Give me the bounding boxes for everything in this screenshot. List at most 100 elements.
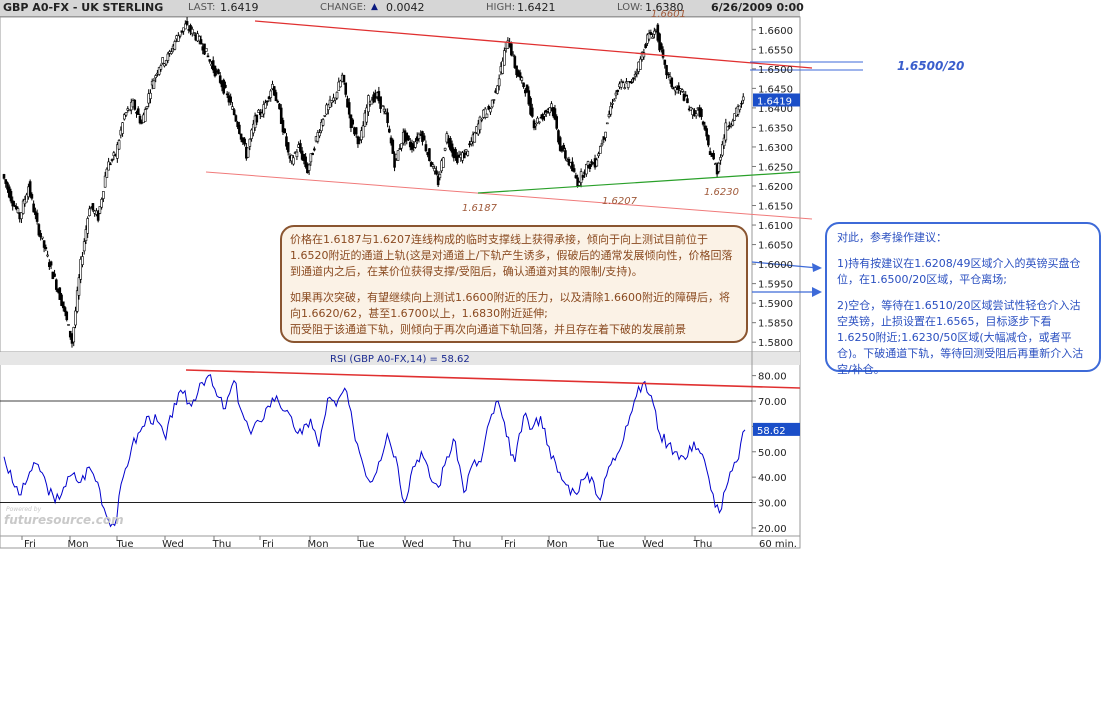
candle-body bbox=[534, 123, 538, 127]
candle-body bbox=[677, 85, 681, 90]
candle-body bbox=[497, 78, 501, 87]
candle-body bbox=[58, 287, 62, 300]
candle-body bbox=[75, 290, 79, 312]
candle-body bbox=[74, 310, 77, 326]
candle-body bbox=[32, 203, 35, 213]
candle-body bbox=[619, 81, 623, 88]
candle-body bbox=[417, 133, 421, 139]
time-label: Mon bbox=[67, 539, 88, 550]
candle-body bbox=[686, 98, 689, 104]
candle-body bbox=[605, 122, 609, 125]
candle-body bbox=[450, 143, 454, 153]
candle-body bbox=[339, 80, 342, 88]
candle-body bbox=[675, 89, 679, 94]
watermark-prefix: Powered by bbox=[6, 506, 42, 513]
candle-body bbox=[503, 50, 506, 66]
candle-body bbox=[124, 112, 128, 116]
candle-body bbox=[321, 119, 325, 126]
candle-body bbox=[684, 94, 688, 97]
candle-body bbox=[612, 99, 616, 102]
candle-body bbox=[701, 121, 705, 125]
advice-title: 对此，参考操作建议： bbox=[837, 231, 947, 244]
candle-body bbox=[572, 168, 576, 172]
candle-body bbox=[86, 218, 89, 234]
candle-body bbox=[553, 108, 557, 120]
candle-body bbox=[269, 90, 273, 98]
rsi-title: RSI (GBP A0-FX,14) = 58.62 bbox=[330, 354, 470, 365]
candle-body bbox=[560, 148, 564, 152]
candle-body bbox=[621, 81, 625, 84]
candle-body bbox=[693, 110, 696, 117]
candle-body bbox=[586, 161, 590, 166]
candle-body bbox=[180, 30, 184, 33]
candle-body bbox=[166, 53, 170, 61]
price-tick-label: 1.5900 bbox=[758, 299, 793, 310]
candle-body bbox=[206, 55, 210, 58]
candle-body bbox=[443, 147, 447, 151]
candle-body bbox=[67, 324, 70, 326]
candle-body bbox=[398, 148, 402, 150]
last-price-label: 1.6419 bbox=[757, 96, 792, 107]
time-label: Thu bbox=[212, 539, 232, 550]
futuresource-logo: Powered by futuresource.com bbox=[4, 506, 124, 527]
candle-body bbox=[705, 128, 708, 137]
candle-body bbox=[229, 96, 232, 103]
candle-body bbox=[208, 59, 212, 62]
candle-body bbox=[522, 82, 525, 88]
time-label: Tue bbox=[115, 539, 133, 550]
candle-body bbox=[328, 99, 332, 108]
price-tick-label: 1.6050 bbox=[758, 241, 793, 252]
candle-body bbox=[651, 36, 654, 39]
price-tick-label: 1.5950 bbox=[758, 280, 793, 291]
rsi-tick-label: 80.00 bbox=[758, 372, 787, 383]
candle-body bbox=[537, 121, 541, 124]
candle-body bbox=[61, 301, 65, 309]
time-label: Mon bbox=[546, 539, 567, 550]
candle-body bbox=[492, 99, 496, 101]
price-tick-label: 1.6150 bbox=[758, 202, 793, 213]
candle-body bbox=[454, 149, 457, 158]
candle-body bbox=[136, 108, 140, 115]
chart-datetime: 6/26/2009 0:00 bbox=[711, 1, 804, 14]
time-label: Tue bbox=[356, 539, 374, 550]
chart-frame bbox=[0, 16, 801, 549]
candle-body bbox=[707, 135, 710, 146]
price-tick-label: 1.6000 bbox=[758, 260, 793, 271]
time-label: Fri bbox=[504, 539, 516, 550]
candle-body bbox=[682, 93, 686, 101]
candle-body bbox=[462, 152, 466, 159]
candle-body bbox=[673, 87, 677, 92]
candle-body bbox=[680, 89, 684, 92]
candle-body bbox=[436, 175, 440, 186]
candle-body bbox=[726, 126, 729, 131]
candle-body bbox=[525, 84, 529, 93]
candle-body bbox=[354, 127, 358, 135]
candle-body bbox=[292, 157, 295, 165]
candle-body bbox=[388, 128, 391, 133]
candle-body bbox=[574, 175, 578, 179]
candle-body bbox=[642, 52, 646, 58]
candle-body bbox=[232, 109, 236, 116]
last-value: 1.6419 bbox=[220, 1, 259, 14]
candle-body bbox=[632, 77, 635, 80]
candle-body bbox=[571, 161, 574, 172]
candle-body bbox=[468, 143, 471, 146]
time-label: Wed bbox=[162, 539, 184, 550]
rsi-last-box bbox=[753, 422, 800, 436]
candle-body bbox=[607, 114, 611, 118]
candle-body bbox=[557, 130, 560, 143]
candle-body bbox=[53, 273, 56, 277]
candle-body bbox=[543, 114, 546, 117]
candle-body bbox=[225, 93, 229, 96]
candle-body bbox=[585, 164, 588, 175]
candle-body bbox=[20, 212, 23, 219]
candle-body bbox=[724, 122, 728, 141]
candle-body bbox=[161, 57, 164, 64]
candle-body bbox=[424, 144, 428, 152]
candle-body bbox=[530, 107, 534, 117]
candle-body bbox=[182, 27, 185, 32]
candle-body bbox=[736, 106, 740, 115]
candle-body bbox=[478, 116, 482, 131]
candle-body bbox=[265, 100, 269, 103]
time-label: Fri bbox=[262, 539, 274, 550]
